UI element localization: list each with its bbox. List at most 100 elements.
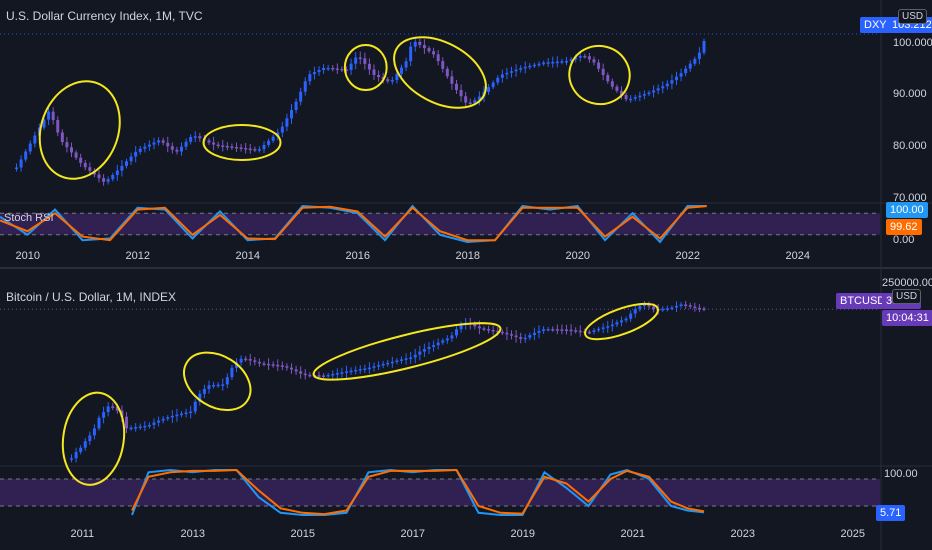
btc-candle bbox=[675, 305, 678, 308]
dxy-candle bbox=[290, 110, 293, 119]
dxy-candle bbox=[303, 81, 307, 92]
dxy-candle bbox=[102, 178, 106, 182]
dxy-candle bbox=[464, 96, 468, 103]
highlight-ellipse bbox=[343, 44, 388, 91]
btc-candle bbox=[335, 373, 339, 375]
btc-candle bbox=[97, 417, 101, 429]
btc-candle bbox=[354, 369, 358, 372]
dxy-candle bbox=[455, 83, 458, 90]
btc-candle bbox=[381, 363, 385, 366]
dxy-candle bbox=[19, 159, 23, 168]
btc-candle bbox=[143, 425, 147, 428]
dxy-currency-button[interactable]: USD bbox=[898, 9, 928, 24]
dxy-candle bbox=[230, 146, 234, 148]
btc-candle bbox=[519, 337, 523, 339]
dxy-stoch-k-line bbox=[0, 204, 707, 244]
dxy-candle bbox=[372, 69, 376, 75]
dxy-candle bbox=[620, 90, 623, 95]
dxy-candle bbox=[322, 67, 326, 70]
btc-candle bbox=[271, 364, 275, 366]
btc-candle bbox=[473, 324, 477, 327]
dxy-candle bbox=[125, 161, 128, 166]
btc-candle bbox=[225, 377, 229, 385]
btc-candle bbox=[702, 308, 706, 311]
btc-candle bbox=[436, 342, 440, 346]
btc-candle bbox=[477, 326, 481, 329]
dxy-candle bbox=[331, 67, 335, 70]
btc-candle bbox=[161, 418, 165, 421]
dxy-candle bbox=[42, 119, 46, 128]
dxy-candle bbox=[147, 144, 151, 147]
btc-x-tick: 2023 bbox=[730, 528, 755, 540]
btc-candle bbox=[308, 374, 312, 377]
dxy-candle bbox=[569, 59, 573, 61]
dxy-stoch-d-badge: 99.62 bbox=[886, 219, 922, 235]
btc-candle bbox=[349, 370, 353, 373]
btc-candle bbox=[74, 451, 78, 459]
highlight-ellipse bbox=[393, 36, 487, 109]
dxy-candle bbox=[143, 146, 147, 149]
btc-candle bbox=[638, 306, 642, 310]
dxy-candle bbox=[633, 97, 637, 99]
dxy-candle bbox=[487, 87, 491, 92]
dxy-candle bbox=[661, 86, 665, 89]
btc-candle bbox=[230, 367, 234, 378]
dxy-candle bbox=[207, 140, 211, 143]
dxy-candle bbox=[216, 144, 220, 147]
dxy-candle bbox=[615, 86, 619, 91]
btc-candle bbox=[244, 358, 248, 361]
dxy-candle bbox=[120, 165, 124, 171]
dxy-y-tick: 100.000 bbox=[893, 37, 932, 49]
btc-candle bbox=[88, 435, 92, 442]
dxy-candle bbox=[65, 142, 69, 148]
btc-candle bbox=[450, 335, 454, 339]
dxy-candle bbox=[70, 147, 73, 153]
btc-stoch-band bbox=[0, 479, 880, 506]
dxy-candle bbox=[161, 140, 165, 143]
btc-candle bbox=[262, 363, 266, 365]
btc-candle bbox=[684, 304, 688, 306]
btc-candle bbox=[510, 334, 513, 336]
dxy-candle bbox=[684, 68, 688, 74]
dxy-stoch-rsi bbox=[0, 204, 707, 244]
dxy-candle bbox=[652, 90, 656, 93]
dxy-candle bbox=[271, 136, 275, 141]
btc-candle bbox=[377, 365, 381, 367]
dxy-candle bbox=[647, 92, 651, 95]
btc-candle bbox=[202, 388, 206, 394]
dxy-x-tick: 2020 bbox=[565, 250, 590, 262]
btc-candle bbox=[363, 368, 367, 370]
dxy-candle bbox=[157, 140, 161, 143]
dxy-candle bbox=[560, 61, 564, 63]
btc-candle bbox=[427, 346, 431, 350]
dxy-candle bbox=[638, 95, 642, 98]
dxy-candle bbox=[459, 90, 463, 97]
dxy-candle bbox=[697, 52, 701, 59]
btc-candle bbox=[125, 416, 128, 429]
dxy-candle bbox=[235, 146, 238, 149]
btc-candle bbox=[574, 330, 578, 332]
dxy-candle bbox=[33, 135, 37, 144]
dxy-candle bbox=[115, 170, 119, 175]
dxy-candle bbox=[358, 57, 362, 59]
dxy-candle bbox=[317, 70, 321, 73]
btc-candle bbox=[92, 428, 96, 436]
btc-currency-button[interactable]: USD bbox=[892, 289, 922, 304]
highlight-ellipse bbox=[568, 44, 631, 106]
btc-candle bbox=[207, 385, 211, 389]
btc-candle bbox=[693, 306, 697, 309]
btc-candle bbox=[303, 373, 307, 376]
dxy-candle bbox=[262, 145, 266, 150]
dxy-candle bbox=[642, 94, 646, 96]
dxy-candle bbox=[285, 118, 289, 127]
btc-symbol-badge[interactable]: BTCUSD bbox=[836, 293, 890, 309]
dxy-candle bbox=[445, 68, 449, 77]
btc-candle bbox=[505, 332, 509, 335]
btc-candle bbox=[542, 329, 546, 331]
btc-candle bbox=[386, 362, 390, 365]
dxy-candle bbox=[345, 69, 348, 71]
dxy-candle bbox=[574, 57, 578, 60]
dxy-candle bbox=[386, 79, 390, 82]
btc-candle bbox=[642, 304, 646, 307]
dxy-symbol-badge[interactable]: DXY bbox=[860, 17, 891, 33]
